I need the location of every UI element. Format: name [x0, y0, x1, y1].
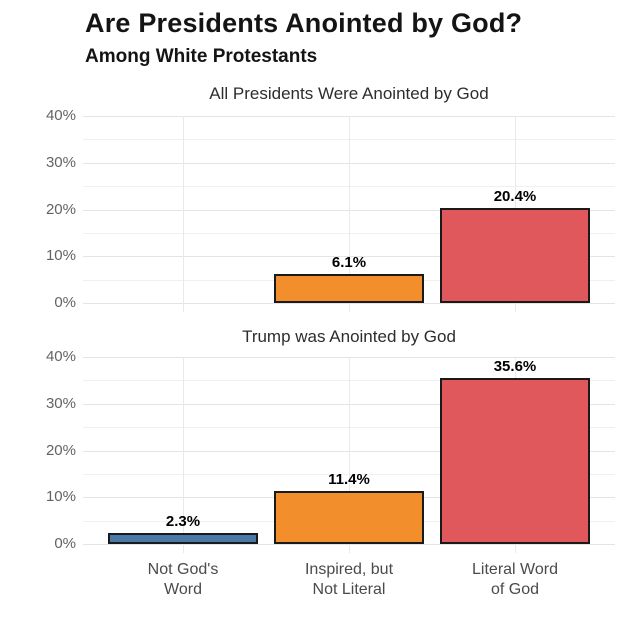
- x-tick-label: Not God's Word: [147, 561, 219, 598]
- gridline-vertical: [183, 116, 184, 312]
- bar-value-label: 20.4%: [493, 187, 537, 205]
- y-tick-label: 40%: [45, 348, 76, 365]
- panel-title-trump: Trump was Anointed by God: [242, 327, 456, 346]
- y-tick-label: 10%: [45, 247, 76, 265]
- y-tick-label: 40%: [45, 107, 76, 124]
- panel-title-all-presidents: All Presidents Were Anointed by God: [209, 84, 489, 103]
- x-tick-label: Literal Word of God: [472, 561, 558, 598]
- gridline-vertical: [183, 357, 184, 553]
- y-tick-label: 10%: [45, 488, 76, 506]
- bar-value-label: 35.6%: [493, 357, 537, 375]
- chart-title: Are Presidents Anointed by God?: [85, 8, 523, 38]
- x-axis-labels: Not God's Word Inspired, but Not Literal L…: [83, 560, 615, 610]
- bar-value-label: 2.3%: [165, 513, 201, 531]
- gridline-vertical: [349, 116, 350, 312]
- bar: [274, 274, 424, 303]
- plot-panel-2: 2.3% 11.4% 35.6%: [83, 357, 615, 553]
- bar: [108, 533, 258, 544]
- y-tick-label: 30%: [45, 394, 76, 412]
- x-tick-label: Inspired, but Not Literal: [304, 561, 394, 598]
- chart-subtitle: Among White Protestants: [85, 46, 318, 67]
- y-tick-label: 20%: [45, 441, 76, 459]
- bar: [440, 207, 590, 303]
- y-tick-label: 30%: [45, 153, 76, 171]
- bar-value-label: 11.4%: [328, 470, 370, 488]
- plot-panel-1: 6.1% 20.4%: [83, 116, 615, 312]
- bar: [274, 490, 424, 544]
- bar-value-label: 6.1%: [331, 254, 367, 272]
- y-tick-label: 0%: [54, 294, 76, 311]
- y-tick-label: 20%: [45, 200, 76, 218]
- y-tick-label: 0%: [54, 535, 76, 552]
- bar: [440, 377, 590, 544]
- gridline-vertical: [349, 357, 350, 553]
